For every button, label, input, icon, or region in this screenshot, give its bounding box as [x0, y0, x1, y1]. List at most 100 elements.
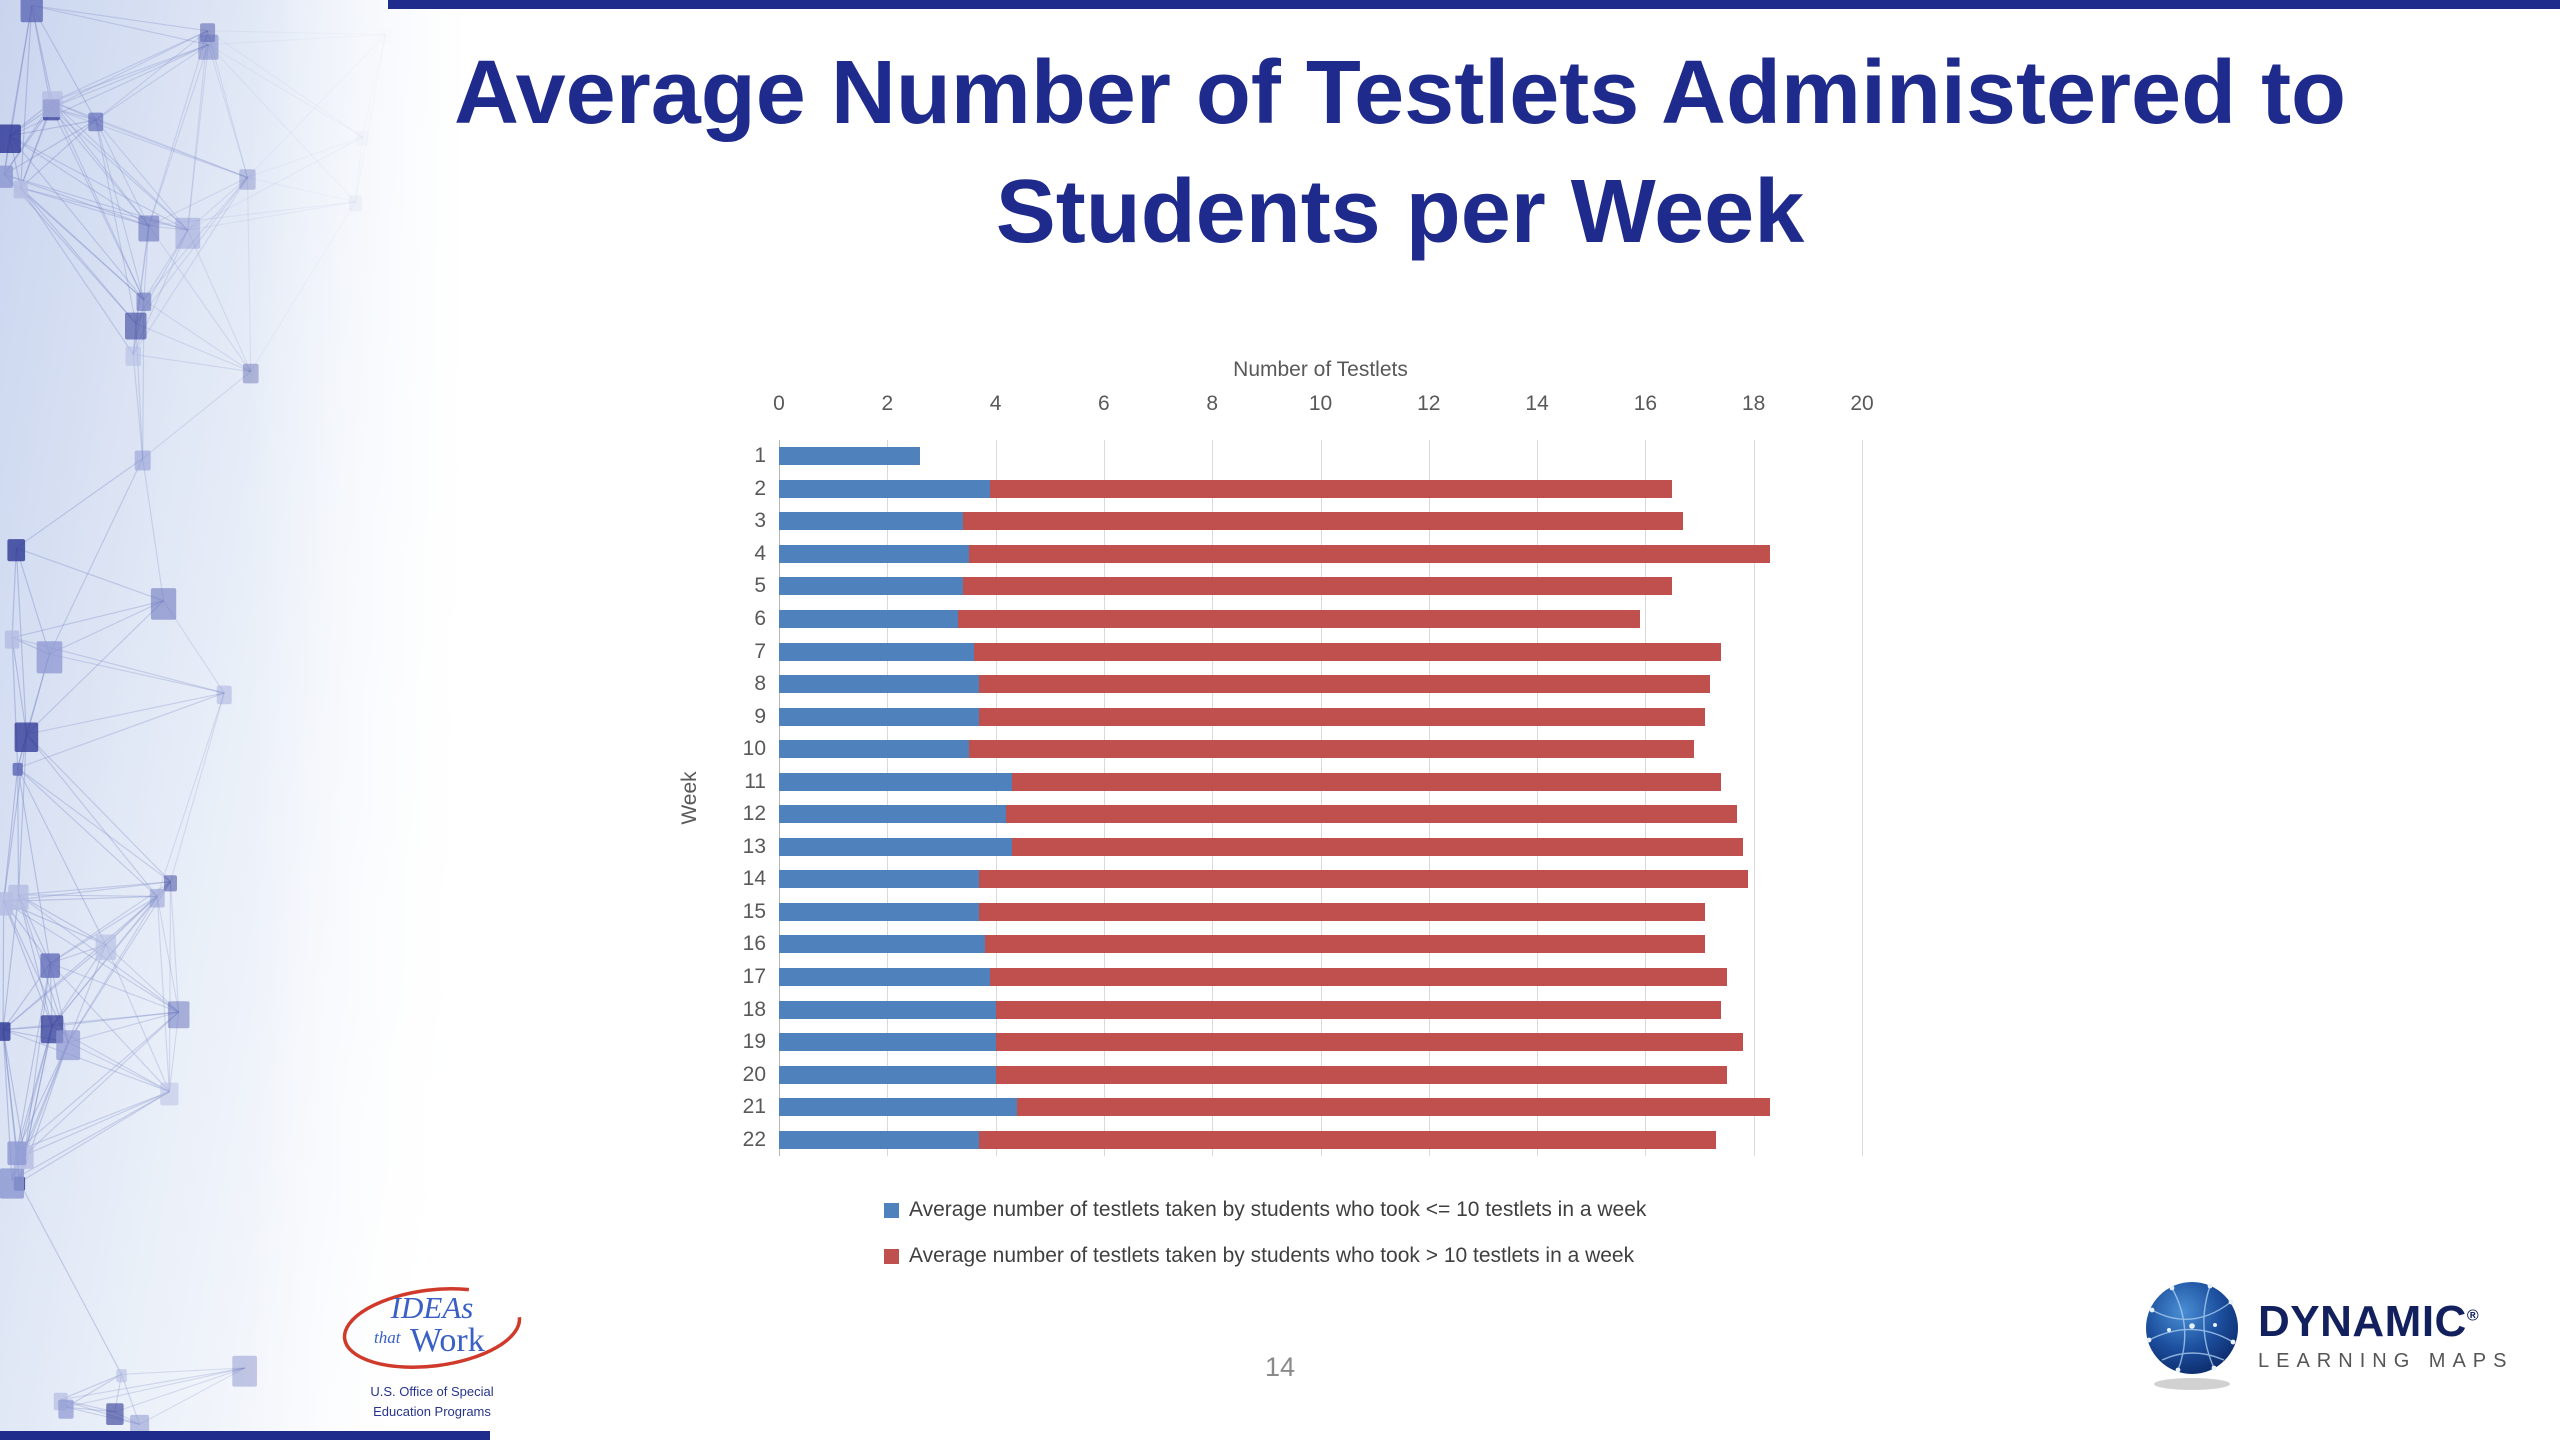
ideas-that-work-logo: IDEAs that Work U.S. Office of Special E…	[332, 1278, 532, 1428]
testlets-chart-plot-area	[779, 440, 1863, 1156]
bar-segment-le10	[779, 675, 980, 694]
bar-segment-gt10	[979, 675, 1711, 694]
x-axis-title: Number of Testlets	[1233, 358, 1408, 381]
bar-segment-gt10	[990, 967, 1727, 986]
dlm-globe-icon	[2146, 1282, 2238, 1390]
bar-row	[779, 896, 1862, 929]
y-category-label: 12	[742, 802, 766, 826]
gridline	[1753, 440, 1755, 1156]
bar-segment-gt10	[995, 1000, 1722, 1019]
y-category-label: 10	[742, 737, 766, 761]
bar-segment-gt10	[968, 740, 1695, 759]
gridline	[1212, 440, 1214, 1156]
gridline	[779, 440, 780, 1156]
bar-segment-le10	[779, 512, 964, 531]
bar-segment-gt10	[984, 935, 1705, 954]
legend-swatch	[884, 1248, 899, 1264]
bar-segment-le10	[779, 1098, 1018, 1117]
y-category-label: 6	[754, 606, 766, 630]
legend-label: Average number of testlets taken by stud…	[909, 1244, 1635, 1267]
bar-row	[779, 635, 1862, 668]
x-tick-label: 4	[989, 392, 1002, 415]
y-category-label: 17	[742, 964, 766, 988]
bar-segment-gt10	[963, 577, 1673, 596]
dlm-logo-name: DYNAMIC®	[2258, 1299, 2513, 1344]
legend-item: Average number of testlets taken by stud…	[884, 1244, 1646, 1268]
bar-row	[779, 1091, 1862, 1124]
bar-segment-gt10	[957, 609, 1640, 628]
x-tick-label: 14	[1525, 392, 1549, 415]
bar-row	[779, 1123, 1862, 1156]
legend-swatch	[884, 1202, 899, 1218]
bar-segment-le10	[779, 837, 1012, 856]
bar-segment-gt10	[973, 642, 1722, 661]
bar-segment-le10	[779, 609, 958, 628]
x-tick-label: 16	[1633, 392, 1658, 415]
ideas-caption-line1: U.S. Office of Special	[370, 1384, 494, 1399]
x-tick-label: 6	[1098, 392, 1110, 415]
bar-row	[779, 798, 1862, 831]
bar-segment-le10	[779, 642, 974, 661]
bar-segment-gt10	[1006, 805, 1738, 824]
y-category-label: 2	[754, 476, 766, 500]
bar-segment-le10	[779, 1033, 996, 1052]
legend-item: Average number of testlets taken by stud…	[884, 1198, 1646, 1222]
bar-segment-gt10	[968, 544, 1770, 563]
y-category-label: 15	[742, 899, 766, 923]
x-tick-label: 8	[1206, 392, 1219, 415]
bar-segment-gt10	[990, 479, 1673, 498]
bar-row	[779, 993, 1862, 1026]
ideas-logo-caption: U.S. Office of Special Education Program…	[332, 1382, 532, 1421]
x-axis-ticks: 0 2 4 6 8 10 12 14 16 18 20	[773, 392, 1874, 418]
bar-row	[779, 505, 1862, 538]
y-category-label: 1	[754, 444, 766, 468]
bar-segment-le10	[779, 967, 991, 986]
bar-segment-gt10	[979, 707, 1705, 726]
bar-row	[779, 603, 1862, 636]
dynamic-learning-maps-logo: DYNAMIC® LEARNING MAPS	[2142, 1280, 2513, 1392]
x-tick-label: 10	[1308, 392, 1333, 415]
x-tick-label: 0	[773, 392, 785, 415]
bar-segment-le10	[779, 902, 980, 921]
bar-row	[779, 765, 1862, 798]
chart-legend: Average number of testlets taken by stud…	[884, 1198, 1646, 1268]
y-category-labels: 1 2 3 4 5 6 7 8 9 10 11 12 13 14 15 16 17 18 19 20 21 22	[716, 440, 766, 1156]
x-tick-label: 18	[1742, 392, 1766, 415]
gridline	[1320, 440, 1322, 1156]
x-tick-label: 20	[1850, 392, 1874, 415]
gridline	[1428, 440, 1430, 1156]
sidebar-fade-overlay	[0, 0, 500, 1440]
bar-segment-le10	[779, 870, 980, 889]
bar-segment-le10	[779, 479, 991, 498]
bar-segment-le10	[779, 772, 1012, 791]
bar-segment-le10	[779, 1065, 996, 1084]
gridline	[1103, 440, 1105, 1156]
ideas-logo-work: Work	[410, 1322, 485, 1359]
ideas-logo-text: IDEAs	[390, 1290, 474, 1325]
dlm-logo-subname: LEARNING MAPS	[2258, 1349, 2514, 1372]
gridline	[1862, 440, 1863, 1156]
y-axis-title: Week	[678, 771, 701, 825]
bar-segment-gt10	[995, 1065, 1727, 1084]
bar-row	[779, 538, 1862, 571]
gridline	[995, 440, 997, 1156]
bar-segment-le10	[779, 447, 920, 466]
bar-row	[779, 440, 1862, 473]
y-category-label: 14	[742, 867, 766, 891]
bar-segment-le10	[779, 1130, 980, 1149]
bar-segment-gt10	[1017, 1098, 1770, 1117]
slide-title: Average Number of Testlets Administered …	[360, 34, 2440, 272]
ideas-swoosh-icon	[342, 1287, 522, 1369]
bar-row	[779, 700, 1862, 733]
y-category-label: 3	[754, 509, 766, 533]
top-edge-bar	[388, 0, 2560, 9]
bar-segment-gt10	[995, 1033, 1743, 1052]
y-category-label: 9	[754, 704, 766, 728]
page-number: 14	[1264, 1352, 1296, 1382]
x-tick-label: 2	[881, 392, 894, 415]
slide-title-line1: Average Number of Testlets Administered …	[453, 43, 2347, 143]
bar-segment-le10	[779, 577, 964, 596]
bottom-edge-bar	[0, 1431, 490, 1440]
y-category-label: 20	[742, 1062, 766, 1086]
